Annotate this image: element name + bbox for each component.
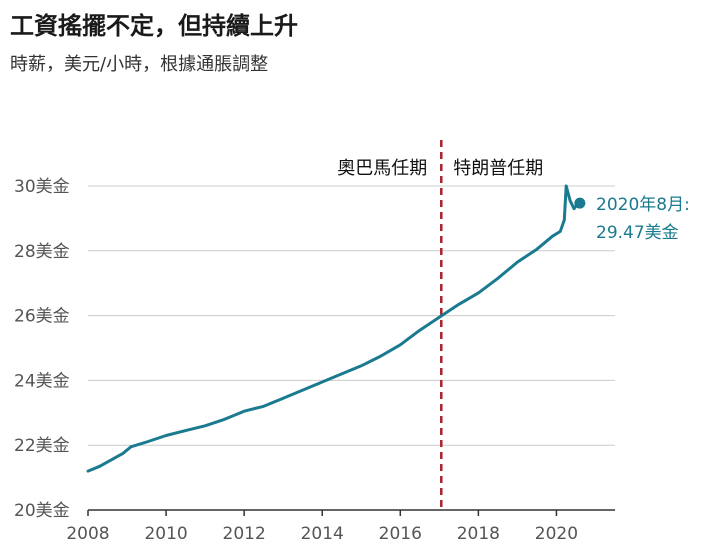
y-tick-label: 22美金: [14, 436, 70, 456]
x-tick-label: 2016: [379, 524, 422, 544]
y-tick-label: 30美金: [14, 177, 70, 197]
x-tick-label: 2010: [144, 524, 187, 544]
callout-value: 29.47美金: [596, 223, 679, 243]
chart-title: 工資搖擺不定，但持續上升: [10, 12, 298, 40]
y-tick-label: 26美金: [14, 307, 70, 327]
x-tick-label: 2014: [301, 524, 344, 544]
era-label-left: 奧巴馬任期: [337, 158, 427, 179]
x-tick-label: 2012: [223, 524, 266, 544]
x-tick-label: 2020: [535, 524, 578, 544]
y-tick-label: 24美金: [14, 371, 70, 391]
y-tick-label: 20美金: [14, 501, 70, 521]
x-tick-label: 2008: [66, 524, 109, 544]
callout-date: 2020年8月:: [596, 195, 690, 215]
y-tick-label: 28美金: [14, 242, 70, 262]
chart-subtitle: 時薪，美元/小時，根據通脹調整: [10, 54, 269, 75]
latest-point: [574, 197, 586, 209]
x-tick-label: 2018: [457, 524, 500, 544]
wage-series-line: [86, 184, 582, 473]
era-label-right: 特朗普任期: [453, 158, 543, 179]
